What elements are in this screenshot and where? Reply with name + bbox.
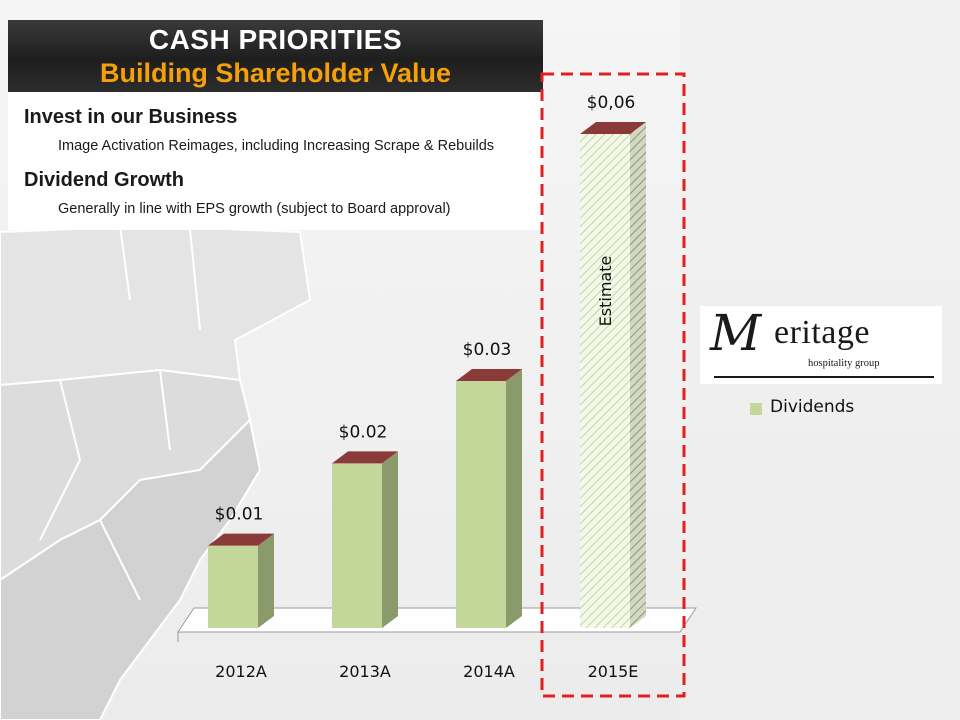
estimate-highlight-box — [540, 72, 686, 698]
bar-side-2013a — [382, 451, 398, 628]
data-label-2014a: $0.03 — [463, 340, 512, 360]
bar-side-2015e — [630, 122, 646, 628]
x-tick-label-2014a: 2014A — [463, 662, 515, 681]
bar-top-2012a — [208, 533, 274, 546]
estimate-label: Estimate — [596, 256, 615, 327]
legend-label-dividends: Dividends — [770, 397, 855, 417]
bar-side-2012a — [258, 533, 274, 628]
legend-swatch-dividends — [750, 403, 762, 415]
bar-side-2014a — [506, 369, 522, 628]
priority-detail-dividend: Generally in line with EPS growth (subje… — [58, 201, 451, 217]
bar-2012a — [208, 545, 258, 628]
page-subtitle: Building Shareholder Value — [99, 58, 452, 88]
x-tick-label-2015e: 2015E — [588, 662, 639, 681]
logo-underline — [714, 376, 934, 378]
data-label-2013a: $0.02 — [339, 422, 388, 442]
logo-tagline: hospitality group — [808, 358, 880, 369]
meritage-logo: M eritage hospitality group — [700, 306, 942, 384]
bar-2014a — [456, 381, 506, 628]
bar-top-2014a — [456, 369, 522, 381]
x-tick-label-2012a: 2012A — [215, 662, 267, 681]
logo-word: eritage — [774, 314, 870, 351]
title-banner: CASH PRIORITIES Building Shareholder Val… — [8, 20, 543, 92]
data-label-2012a: $0.01 — [215, 505, 264, 525]
bar-2013a — [332, 463, 382, 628]
bar-top-2015e — [580, 122, 646, 134]
priority-heading-invest: Invest in our Business — [24, 106, 238, 128]
priorities-panel: Invest in our Business Image Activation … — [8, 92, 543, 230]
priority-detail-invest: Image Activation Reimages, including Inc… — [58, 138, 495, 154]
priority-heading-dividend: Dividend Growth — [24, 169, 184, 191]
data-label-2015e: $0,06 — [587, 93, 636, 113]
page-title: CASH PRIORITIES — [148, 24, 403, 55]
logo-initial: M — [710, 304, 762, 362]
bar-top-2013a — [332, 451, 398, 464]
x-tick-label-2013a: 2013A — [339, 662, 391, 681]
bar-2015e — [580, 134, 630, 628]
